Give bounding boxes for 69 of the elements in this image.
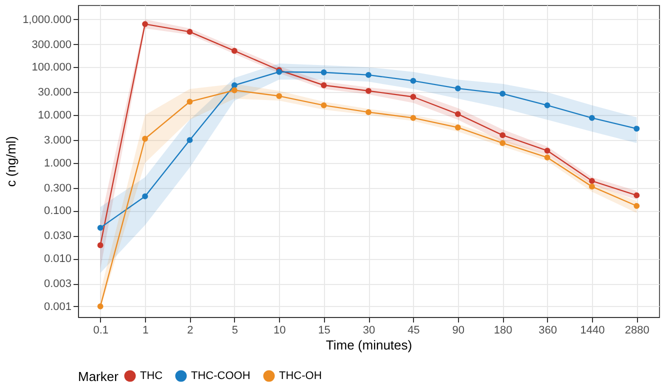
x-tick-label: 1440 xyxy=(580,324,605,336)
legend-label: THC-OH xyxy=(279,370,322,382)
point xyxy=(142,21,148,27)
point xyxy=(320,69,327,76)
y-tick-label: 1.000 xyxy=(44,157,72,170)
x-tick-label: 10 xyxy=(273,324,286,336)
point xyxy=(454,124,461,130)
y-tick-label: 3.000 xyxy=(44,134,72,147)
y-tick-label: 0.003 xyxy=(44,278,72,290)
point xyxy=(320,82,327,88)
point xyxy=(366,88,372,94)
point xyxy=(589,115,595,121)
y-axis-title: c (ng/ml) xyxy=(4,136,19,187)
point xyxy=(97,242,104,248)
point xyxy=(634,126,640,132)
x-tick-label: 0.1 xyxy=(93,324,108,336)
legend-label: THC xyxy=(140,370,163,382)
point xyxy=(142,193,148,200)
point xyxy=(186,137,193,144)
x-tick-label: 180 xyxy=(494,324,512,336)
x-tick-label: 15 xyxy=(318,324,330,336)
point xyxy=(634,192,640,198)
y-tick-label: 0.001 xyxy=(44,300,72,313)
point xyxy=(320,102,327,108)
point xyxy=(500,90,506,97)
point xyxy=(544,154,550,160)
point xyxy=(231,82,238,88)
x-tick-label: 2 xyxy=(187,324,194,336)
y-tick-label: 30.000 xyxy=(38,86,72,99)
point xyxy=(589,184,595,190)
x-tick-label: 30 xyxy=(362,324,376,336)
x-tick-label: 2880 xyxy=(624,324,650,336)
point xyxy=(634,202,640,209)
point xyxy=(500,140,506,146)
x-tick-label: 360 xyxy=(538,324,557,336)
point xyxy=(366,72,372,78)
point xyxy=(589,178,595,184)
point xyxy=(500,132,506,138)
point xyxy=(97,303,104,310)
point xyxy=(231,87,238,94)
y-tick-label: 0.030 xyxy=(44,230,72,242)
point xyxy=(276,93,282,99)
x-tick-label: 90 xyxy=(452,324,465,336)
x-tick-label: 1 xyxy=(142,324,149,336)
y-tick-label: 10.000 xyxy=(38,110,72,122)
point xyxy=(97,224,104,231)
y-tick-label: 100.000 xyxy=(32,62,72,74)
point xyxy=(544,148,550,154)
y-tick-label: 0.010 xyxy=(44,253,72,266)
point xyxy=(410,78,416,84)
y-tick-label: 0.100 xyxy=(44,205,72,218)
point xyxy=(454,86,461,92)
y-tick-label: 300.000 xyxy=(32,38,72,51)
point xyxy=(366,109,372,116)
point xyxy=(410,94,416,100)
legend-label: THC-COOH xyxy=(191,370,250,382)
x-tick-label: 5 xyxy=(232,324,238,336)
point xyxy=(231,48,238,54)
point xyxy=(186,98,193,105)
legend-title: Marker xyxy=(78,369,120,384)
point xyxy=(544,102,550,108)
y-tick-label: 0.300 xyxy=(44,182,72,194)
x-tick-label: 45 xyxy=(408,324,420,336)
point xyxy=(142,136,148,142)
x-axis-title: Time (minutes) xyxy=(326,338,412,352)
point xyxy=(454,111,461,117)
point xyxy=(410,115,416,121)
y-tick-label: 1,000.000 xyxy=(22,14,72,26)
point xyxy=(186,28,193,35)
